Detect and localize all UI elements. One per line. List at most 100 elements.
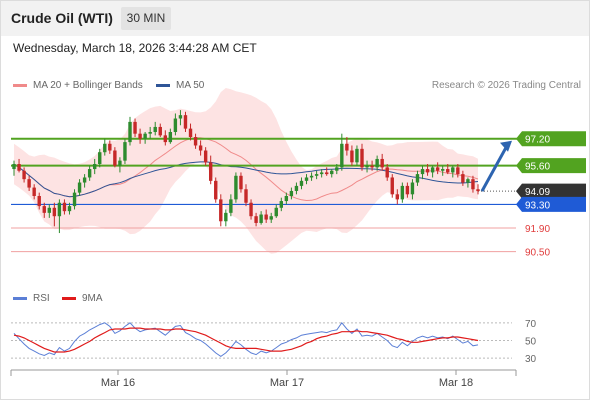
candle-body bbox=[390, 177, 394, 195]
rsi-tick-label: 70 bbox=[525, 319, 537, 330]
candle-body bbox=[72, 192, 77, 207]
candle-body bbox=[440, 169, 445, 171]
level-label: 91.90 bbox=[525, 224, 550, 235]
candle-body bbox=[22, 170, 26, 180]
candle-body bbox=[229, 199, 233, 213]
candle-body bbox=[466, 179, 470, 183]
candle-body bbox=[461, 174, 465, 183]
rsi-line bbox=[13, 321, 479, 358]
candle-body bbox=[345, 143, 349, 151]
candle-body bbox=[138, 133, 142, 139]
candle-body bbox=[203, 150, 208, 163]
ma20-swatch bbox=[13, 83, 27, 87]
candle-body bbox=[425, 169, 430, 173]
candle-body bbox=[198, 145, 203, 151]
candle-body bbox=[360, 148, 364, 168]
forecast-arrow bbox=[480, 145, 509, 192]
candle-body bbox=[214, 180, 218, 200]
candle-body bbox=[476, 189, 480, 192]
candle-body bbox=[178, 115, 183, 119]
candle-body bbox=[471, 179, 475, 190]
candle-body bbox=[87, 169, 92, 178]
legend-9ma-label: 9MA bbox=[82, 293, 103, 304]
candle-body bbox=[385, 167, 389, 178]
ma50-line bbox=[13, 161, 479, 198]
candle-body bbox=[47, 207, 52, 213]
candle-body bbox=[123, 142, 127, 161]
candle-body bbox=[82, 177, 87, 183]
candle-body bbox=[224, 212, 228, 222]
candle-body bbox=[340, 143, 344, 168]
candle-body bbox=[299, 180, 304, 186]
candle-body bbox=[350, 150, 354, 163]
candle-body bbox=[335, 167, 339, 171]
candle-body bbox=[330, 170, 334, 175]
candle-body bbox=[304, 177, 309, 181]
candle-body bbox=[67, 206, 72, 212]
candle-body bbox=[324, 172, 329, 175]
candle-body bbox=[309, 175, 314, 178]
candle-body bbox=[365, 165, 369, 168]
candle-body bbox=[415, 174, 420, 183]
candle-body bbox=[395, 194, 400, 200]
timeframe-button[interactable]: 30 MIN bbox=[121, 7, 171, 30]
candle-body bbox=[108, 143, 112, 151]
legend-ma50: MA 50 bbox=[156, 80, 204, 91]
candle-body bbox=[98, 152, 102, 164]
rsi-9ma-line bbox=[13, 327, 479, 353]
candle-body bbox=[128, 121, 132, 143]
level-label: 93.30 bbox=[525, 200, 550, 211]
candle-body bbox=[370, 165, 374, 168]
rsi-tick-label: 30 bbox=[525, 354, 537, 365]
instrument-title: Crude Oil (WTI) bbox=[11, 10, 113, 26]
level-label: 95.60 bbox=[525, 162, 550, 173]
candle-body bbox=[42, 206, 46, 213]
candle-body bbox=[188, 128, 193, 138]
candle-body bbox=[319, 172, 324, 175]
level-tag bbox=[516, 158, 586, 174]
candle-body bbox=[420, 169, 425, 175]
candle-body bbox=[163, 135, 168, 143]
candle-body bbox=[92, 164, 97, 170]
candle-body bbox=[314, 174, 319, 176]
candle-body bbox=[234, 175, 238, 200]
candle-body bbox=[400, 185, 405, 200]
legend-rsi-label: RSI bbox=[33, 293, 50, 304]
rsi-tick-label: 50 bbox=[525, 337, 537, 348]
level-label: 97.20 bbox=[525, 135, 550, 146]
candle-body bbox=[183, 115, 188, 129]
top-bar: Crude Oil (WTI) 30 MIN bbox=[0, 0, 590, 36]
9ma-swatch bbox=[62, 296, 76, 300]
candle-body bbox=[153, 126, 157, 132]
candle-body bbox=[259, 214, 263, 223]
candle-body bbox=[430, 167, 435, 173]
candle-body bbox=[118, 160, 122, 166]
candle-body bbox=[208, 162, 213, 181]
legend-ma20: MA 20 + Bollinger Bands bbox=[13, 80, 143, 91]
candle-body bbox=[264, 214, 268, 220]
x-tick-label: Mar 17 bbox=[270, 377, 304, 389]
candle-body bbox=[284, 196, 289, 202]
candle-body bbox=[168, 132, 173, 143]
candle-body bbox=[380, 158, 384, 168]
candle-body bbox=[375, 158, 379, 168]
candle-body bbox=[12, 164, 16, 170]
rsi-swatch bbox=[13, 296, 27, 300]
candle-body bbox=[27, 179, 31, 188]
candle-body bbox=[244, 189, 248, 203]
level-label: 90.50 bbox=[525, 248, 550, 259]
chart-datetime: Wednesday, March 18, 2026 3:44:28 AM CET bbox=[13, 41, 257, 55]
legend-rsi: RSI bbox=[13, 293, 50, 304]
x-tick-label: Mar 16 bbox=[101, 377, 135, 389]
legend-ma50-label: MA 50 bbox=[176, 80, 205, 91]
candle-body bbox=[355, 148, 359, 163]
candle-body bbox=[193, 137, 198, 146]
candle-body bbox=[254, 216, 258, 223]
candle-body bbox=[294, 185, 299, 191]
research-credit: Research © 2026 Trading Central bbox=[431, 80, 581, 91]
candle-body bbox=[17, 164, 21, 171]
candle-body bbox=[133, 121, 137, 134]
candle-body bbox=[143, 133, 147, 139]
candle-body bbox=[269, 216, 273, 220]
